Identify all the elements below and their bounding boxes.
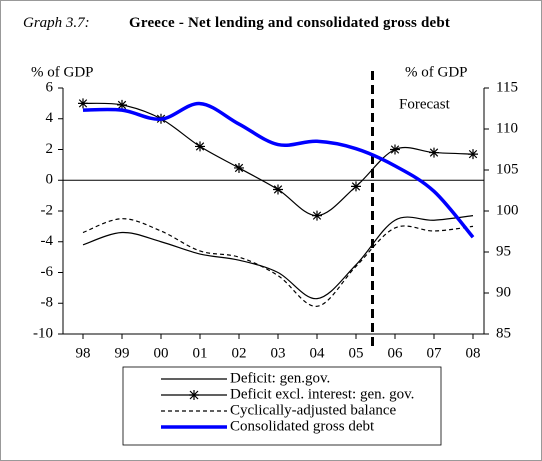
legend-label: Deficit: gen.gov.: [230, 370, 330, 386]
y-tick-label: -4: [41, 233, 54, 249]
y-tick-label: 2: [46, 141, 54, 157]
legend-label: Cyclically-adjusted balance: [230, 402, 397, 418]
x-tick-label: 03: [271, 345, 286, 361]
x-tick-label: 05: [349, 345, 364, 361]
y2-axis-label: % of GDP: [405, 64, 468, 80]
x-tick-label: 04: [310, 345, 326, 361]
y2-tick-label: 95: [496, 243, 511, 259]
y-tick-label: -8: [41, 295, 54, 311]
star-marker: [390, 144, 400, 155]
legend-star: [189, 390, 199, 400]
y2-tick-label: 90: [496, 284, 511, 300]
series-line: [82, 101, 475, 239]
y-tick-label: 6: [46, 79, 54, 95]
y-tick-label: -2: [41, 202, 54, 218]
legend-label: Consolidated gross debt: [230, 418, 375, 434]
star-marker: [468, 149, 478, 160]
x-tick-label: 98: [76, 345, 91, 361]
x-tick-label: 07: [427, 345, 443, 361]
y-axis-label: % of GDP: [31, 64, 94, 80]
x-tick-label: 01: [193, 345, 208, 361]
y2-tick-label: 100: [496, 202, 519, 218]
star-marker: [195, 141, 205, 152]
legend-label: Deficit excl. interest: gen. gov.: [230, 386, 414, 402]
series-line: [82, 102, 474, 217]
star-marker: [312, 210, 322, 221]
y-tick-label: -10: [33, 325, 53, 341]
star-marker: [429, 147, 439, 158]
star-marker: [117, 99, 127, 110]
y-tick-label: 4: [46, 110, 54, 126]
title-block: Graph 3.7: Greece - Net lending and cons…: [23, 15, 499, 32]
x-tick-label: 08: [466, 345, 481, 361]
x-tick-label: 06: [388, 345, 404, 361]
y2-tick-label: 105: [496, 161, 519, 177]
star-marker: [273, 184, 283, 195]
y-tick-label: 0: [46, 172, 54, 188]
series-line: [82, 218, 474, 307]
chart-title: Greece - Net lending and consolidated gr…: [129, 15, 451, 31]
y2-tick-label: 85: [496, 325, 511, 341]
annotation: Forecast: [399, 96, 451, 112]
y-tick-label: -6: [41, 264, 54, 280]
star-marker: [234, 162, 244, 173]
graph-label: Graph 3.7:: [23, 15, 90, 31]
x-tick-label: 99: [115, 345, 130, 361]
y2-tick-label: 115: [496, 79, 518, 95]
star-marker: [351, 181, 361, 192]
series-line: [82, 215, 474, 300]
x-tick-label: 00: [154, 345, 169, 361]
x-tick-label: 02: [232, 345, 247, 361]
legend-box: [122, 366, 442, 446]
star-marker: [78, 98, 88, 109]
y2-tick-label: 110: [496, 120, 518, 136]
